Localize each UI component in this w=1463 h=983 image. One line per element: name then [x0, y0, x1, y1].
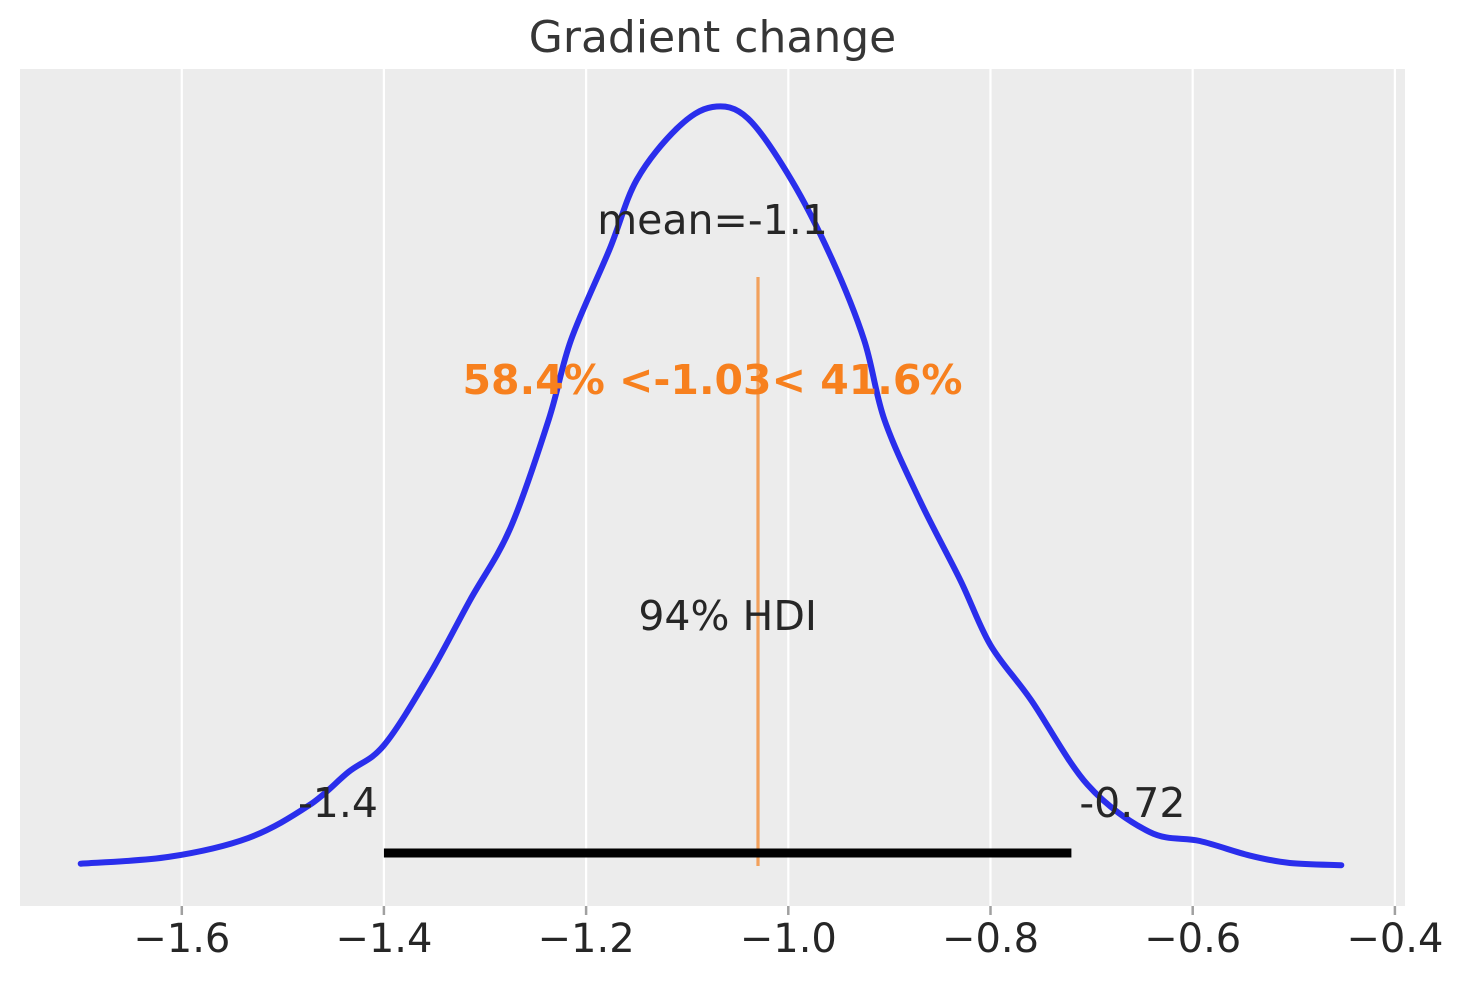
- x-tick-label: −0.6: [1144, 916, 1242, 962]
- x-tick-label: −0.4: [1346, 916, 1444, 962]
- x-tick-label: −1.0: [739, 916, 837, 962]
- x-tick-label: −1.6: [133, 916, 231, 962]
- x-tick-label: −0.8: [941, 916, 1040, 962]
- plot-background: [20, 69, 1405, 906]
- x-tick-label: −1.2: [537, 916, 635, 962]
- kde-curve: [77, 103, 1345, 869]
- x-tick-label: −1.4: [335, 916, 433, 962]
